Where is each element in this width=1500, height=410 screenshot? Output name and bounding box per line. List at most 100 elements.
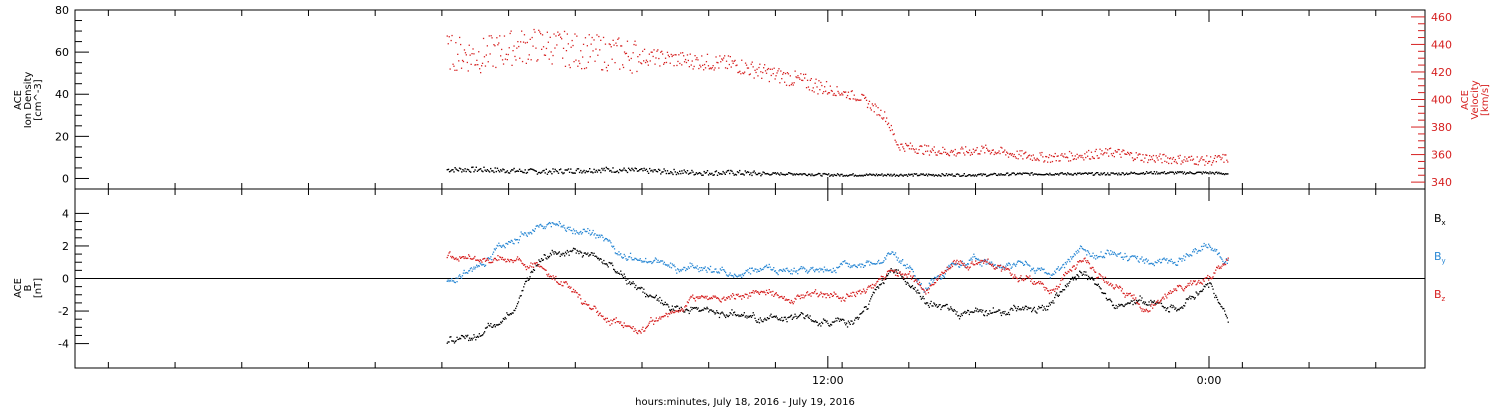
bz-point [703, 297, 705, 299]
velocity-point [498, 42, 500, 44]
by-point [687, 266, 689, 268]
density-point [859, 174, 861, 177]
density-point [771, 173, 773, 175]
bz-point [572, 288, 575, 291]
bz-point [1180, 285, 1182, 288]
velocity-point [1065, 156, 1067, 159]
bz-point [1203, 280, 1205, 282]
velocity-point [1202, 159, 1204, 161]
density-point [993, 172, 995, 175]
by-point [1208, 243, 1210, 245]
density-point [925, 173, 928, 175]
bz-point [949, 268, 951, 270]
bx-point [624, 276, 626, 278]
bz-point [586, 303, 588, 306]
by-point [1138, 261, 1140, 263]
bz-point [863, 290, 866, 292]
bx-point [749, 315, 752, 317]
density-point [1158, 172, 1160, 174]
bx-point [669, 309, 671, 311]
bx-point [1157, 302, 1159, 304]
velocity-point [616, 45, 618, 47]
by-point [508, 241, 511, 243]
by-point [775, 272, 777, 274]
bx-point [913, 288, 915, 290]
density-point [497, 169, 500, 172]
velocity-point [626, 40, 629, 42]
density-point [723, 172, 725, 174]
bz-point [599, 312, 601, 314]
bx-point [556, 253, 558, 255]
b-axis-title-line-1: B [23, 284, 34, 291]
velocity-point [1095, 148, 1097, 151]
bx-point [687, 309, 689, 312]
density-point [561, 171, 563, 174]
by-point [774, 270, 777, 272]
bz-point [822, 293, 825, 295]
velocity-point [987, 149, 989, 151]
velocity-point [935, 154, 937, 156]
bz-point [532, 266, 535, 268]
density-point [528, 168, 531, 171]
by-point [514, 238, 516, 240]
bz-point [1193, 280, 1196, 283]
bz-point [535, 262, 537, 264]
velocity-point [838, 92, 840, 94]
bz-point [948, 267, 950, 269]
density-point [581, 172, 583, 174]
density-point [1018, 173, 1020, 175]
bz-point [1063, 275, 1066, 277]
by-point [1181, 260, 1183, 262]
velocity-point [759, 63, 761, 65]
by-point [663, 261, 665, 263]
velocity-point [947, 154, 950, 156]
bz-point [588, 304, 590, 306]
density-point [1045, 173, 1048, 175]
bx-point [810, 319, 812, 321]
by-point [1184, 256, 1187, 258]
bx-point [483, 332, 485, 334]
bx-point [652, 296, 654, 298]
bx-point [1033, 306, 1035, 309]
velocity-point [998, 150, 1000, 152]
bx-point [694, 307, 697, 309]
bx-point [632, 281, 634, 283]
bz-point [848, 295, 850, 298]
by-point [567, 226, 569, 228]
bz-point [894, 274, 897, 276]
velocity-point [501, 48, 503, 51]
by-point [824, 269, 826, 271]
velocity-point [1017, 158, 1019, 160]
bx-point [567, 251, 569, 253]
velocity-point [540, 33, 542, 35]
bx-point [547, 255, 549, 258]
bz-point [1077, 261, 1079, 263]
by-point [1103, 255, 1105, 257]
bz-point [551, 278, 553, 280]
bz-point [924, 291, 926, 293]
by-point [517, 242, 520, 244]
bx-point [858, 317, 860, 319]
velocity-point [1225, 154, 1227, 156]
by-point [515, 239, 517, 241]
by-point [467, 272, 469, 274]
bx-point [1056, 294, 1059, 296]
by-point [1204, 245, 1206, 247]
bx-point [850, 320, 852, 322]
bz-point [1061, 277, 1063, 279]
density-point [1104, 174, 1107, 176]
bx-point [1052, 300, 1054, 302]
density-point [1075, 174, 1078, 176]
bz-point [1222, 263, 1224, 265]
by-point [1013, 262, 1015, 265]
bx-point [793, 316, 795, 318]
bx-point [757, 318, 760, 321]
velocity-point [945, 151, 947, 154]
density-point [934, 174, 937, 176]
bz-point [662, 316, 665, 318]
by-point [1071, 256, 1074, 258]
bz-point [896, 275, 898, 277]
density-point [809, 173, 811, 176]
velocity-point [799, 78, 801, 80]
bx-point [690, 306, 692, 309]
